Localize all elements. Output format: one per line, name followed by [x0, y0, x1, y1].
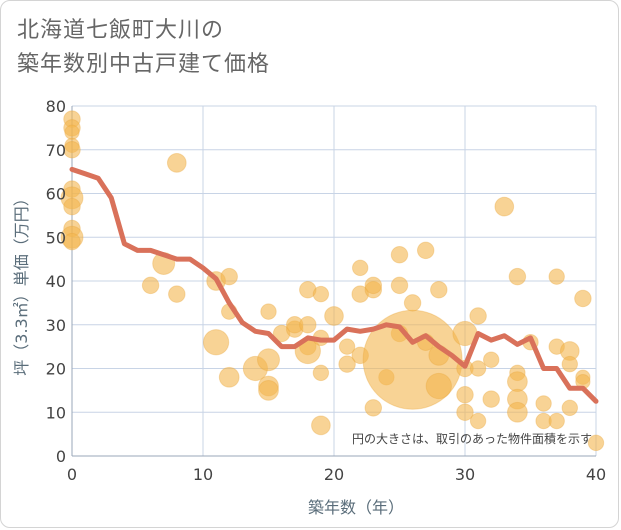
bubble-point: [425, 372, 452, 400]
x-tick-label: 0: [67, 465, 77, 484]
bubble-point: [338, 338, 356, 355]
bubble-point: [202, 329, 230, 356]
bubble-point: [64, 124, 80, 140]
x-tick-label: 20: [324, 465, 344, 484]
bubble-point: [535, 395, 552, 412]
y-tick-label: 0: [56, 447, 66, 466]
bubble-point: [220, 267, 238, 286]
bubble-point: [548, 412, 565, 430]
x-axis-label: 築年数（年）: [308, 498, 404, 517]
y-tick-label: 60: [46, 185, 66, 204]
x-tick-label: 10: [193, 465, 213, 484]
bubble-point: [258, 379, 279, 401]
bubble-point: [574, 289, 592, 308]
bubble-point: [390, 246, 409, 264]
bubble-point: [469, 412, 487, 430]
bubble-point: [63, 197, 81, 216]
bubble-point: [63, 141, 81, 159]
x-tick-label: 30: [455, 465, 475, 484]
bubble-point: [257, 348, 280, 372]
bubble-point: [403, 294, 422, 312]
bubble-point: [507, 401, 528, 423]
y-tick-label: 30: [46, 316, 66, 335]
bubble-point: [587, 434, 605, 452]
bubble-point: [166, 153, 187, 173]
bubble-point: [456, 403, 474, 421]
bubble-point: [548, 268, 565, 285]
trend-line: [69, 166, 599, 404]
title-line-1: 北海道七飯町大川の: [17, 18, 225, 43]
bubble-point: [141, 276, 160, 295]
bubble-point: [312, 364, 330, 382]
title-line-2: 築年数別中古戸建て価格: [17, 52, 271, 77]
bubble-point: [507, 371, 528, 393]
bubble-point: [482, 390, 500, 408]
bubble-point: [311, 415, 331, 436]
bubble-point: [469, 360, 487, 377]
bubble-point: [352, 259, 369, 277]
size-note: 円の大きさは、取引のあった物件面積を示す: [352, 431, 592, 446]
bubble-point: [416, 241, 435, 260]
bubble-point: [430, 281, 448, 299]
y-tick-label: 70: [46, 141, 66, 160]
bubble-point: [469, 307, 487, 325]
y-tick-label: 10: [46, 403, 66, 422]
bubble-point: [494, 196, 515, 217]
bubble-point: [168, 285, 186, 303]
bubble-point: [218, 366, 240, 388]
y-tick-label: 80: [46, 97, 66, 116]
y-tick-label: 50: [46, 228, 66, 247]
bubble-point: [390, 276, 409, 295]
bubble-point: [508, 267, 527, 286]
bubble-point: [483, 351, 500, 368]
x-tick-label: 40: [586, 465, 606, 484]
tick-labels: 0 10 20 30 40 50 60 70 80 0 10 20 30 40: [46, 97, 607, 484]
y-tick-label: 20: [46, 360, 66, 379]
bubble-point: [260, 303, 277, 320]
bubble-point: [312, 285, 330, 303]
y-axis-label: 坪（3.3㎡）単価（万円）: [12, 190, 31, 375]
bubble-point: [561, 355, 578, 373]
chart-title: 北海道七飯町大川の 築年数別中古戸建て価格: [17, 14, 577, 82]
bubble-point: [364, 276, 383, 295]
bubble-point: [456, 386, 474, 404]
bubble-point: [364, 399, 383, 417]
bubble-point: [63, 232, 81, 251]
bubble-point: [324, 306, 344, 326]
bubble-point: [299, 316, 317, 334]
y-tick-label: 40: [46, 272, 66, 291]
bubble-point: [561, 399, 578, 417]
bubble-point: [338, 355, 356, 373]
